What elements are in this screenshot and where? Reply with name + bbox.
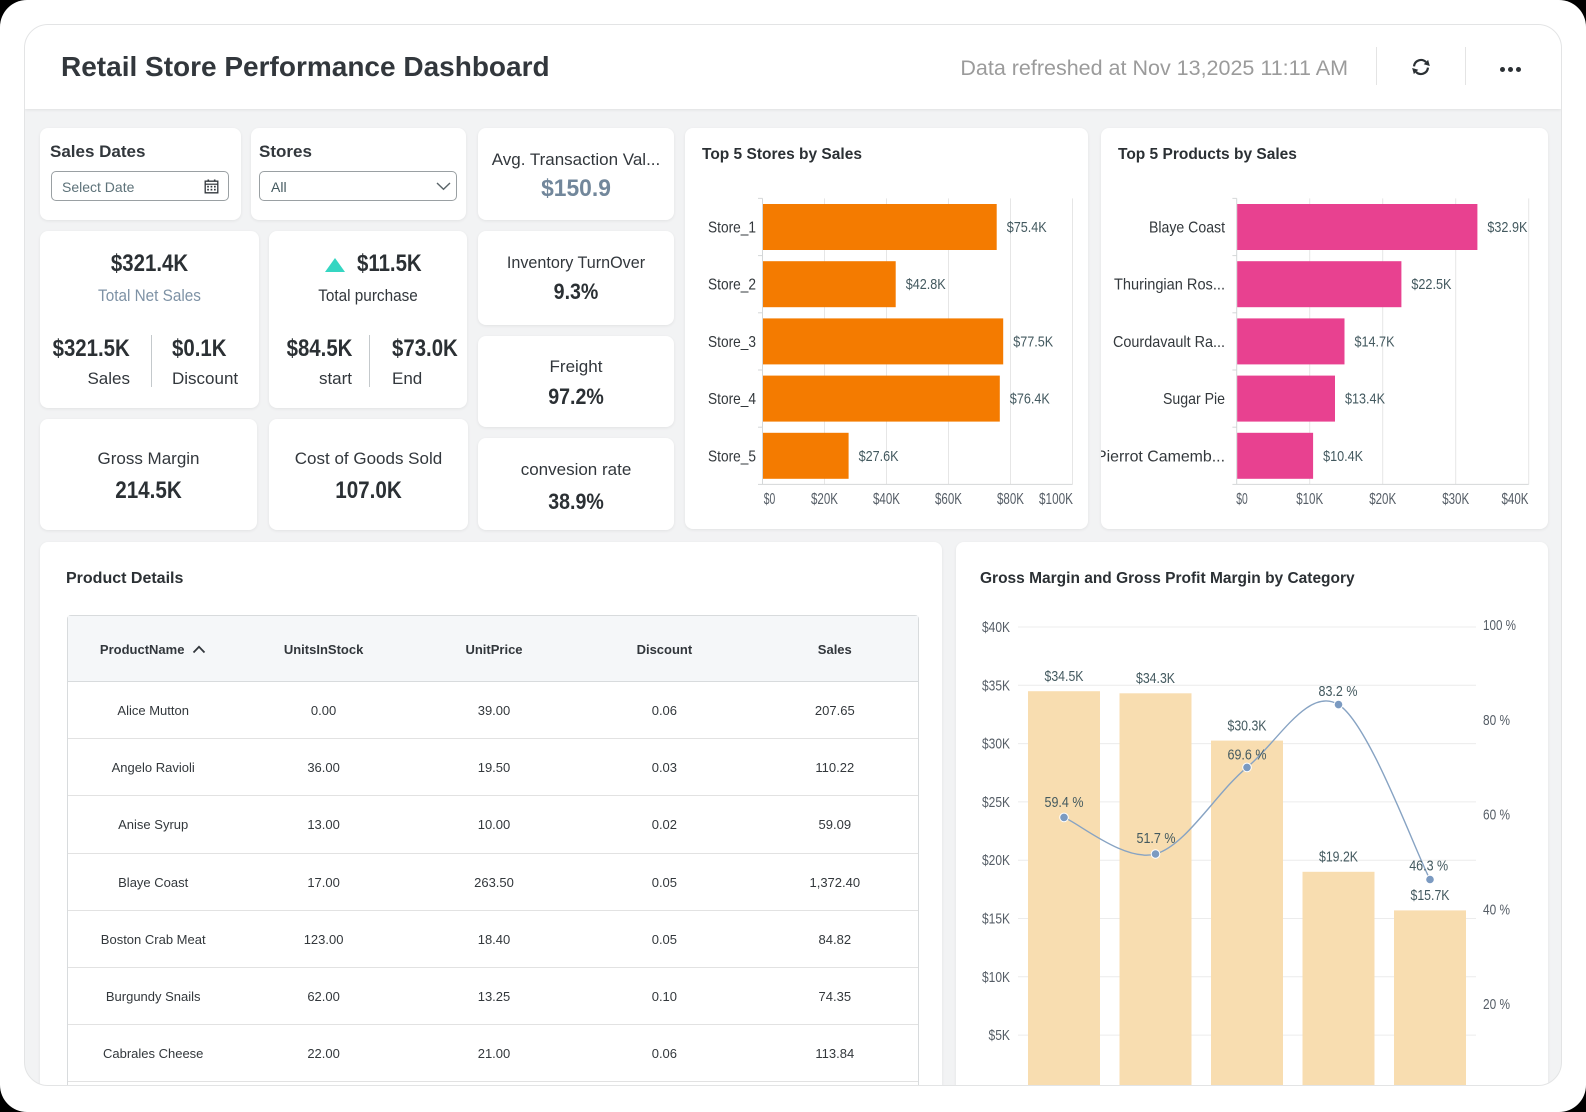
- svg-text:$40K: $40K: [873, 491, 900, 508]
- svg-text:$13.4K: $13.4K: [1345, 391, 1385, 408]
- svg-text:$19.2K: $19.2K: [1319, 850, 1358, 866]
- svg-text:60 %: 60 %: [1483, 807, 1510, 824]
- svg-text:$40K: $40K: [1502, 491, 1529, 508]
- svg-text:$5K: $5K: [989, 1027, 1011, 1044]
- svg-text:Store_2: Store_2: [708, 277, 756, 294]
- svg-text:$27.6K: $27.6K: [859, 448, 899, 465]
- svg-text:69.6 %: 69.6 %: [1228, 748, 1267, 764]
- svg-text:$20K: $20K: [811, 491, 838, 508]
- svg-text:$100K: $100K: [1039, 491, 1073, 508]
- svg-text:$0: $0: [764, 491, 776, 508]
- svg-text:40 %: 40 %: [1483, 901, 1510, 918]
- svg-text:$10K: $10K: [982, 969, 1010, 986]
- svg-text:$20K: $20K: [982, 852, 1010, 869]
- svg-text:$25K: $25K: [982, 794, 1010, 811]
- svg-text:$32.9K: $32.9K: [1487, 219, 1527, 236]
- svg-text:46.3 %: 46.3 %: [1409, 859, 1448, 875]
- svg-text:$35K: $35K: [982, 677, 1010, 694]
- svg-text:$10K: $10K: [1296, 491, 1323, 508]
- svg-text:$14.7K: $14.7K: [1355, 333, 1395, 350]
- svg-text:$15.7K: $15.7K: [1411, 888, 1450, 904]
- svg-text:$15K: $15K: [982, 911, 1010, 928]
- svg-text:Blaye Coast: Blaye Coast: [1149, 220, 1225, 237]
- svg-text:83.2 %: 83.2 %: [1319, 684, 1358, 700]
- svg-text:$22.5K: $22.5K: [1411, 276, 1451, 293]
- svg-text:$40K: $40K: [982, 619, 1010, 636]
- svg-text:$0: $0: [1236, 491, 1248, 508]
- svg-text:59.4 %: 59.4 %: [1045, 795, 1084, 811]
- svg-text:51.7 %: 51.7 %: [1137, 831, 1176, 847]
- svg-text:100 %: 100 %: [1483, 617, 1516, 634]
- svg-text:Thuringian Ros...: Thuringian Ros...: [1114, 277, 1225, 294]
- svg-text:80 %: 80 %: [1483, 712, 1510, 729]
- svg-text:$76.4K: $76.4K: [1010, 391, 1050, 408]
- svg-text:20 %: 20 %: [1483, 996, 1510, 1013]
- svg-text:Store_4: Store_4: [708, 391, 756, 408]
- svg-text:$20K: $20K: [1369, 491, 1396, 508]
- svg-text:$30.3K: $30.3K: [1228, 719, 1267, 735]
- svg-text:$34.5K: $34.5K: [1045, 669, 1084, 685]
- svg-text:$30K: $30K: [1442, 491, 1469, 508]
- svg-text:$30K: $30K: [982, 736, 1010, 753]
- svg-text:Sugar Pie: Sugar Pie: [1163, 391, 1225, 408]
- svg-text:Courdavault Ra...: Courdavault Ra...: [1113, 334, 1225, 351]
- svg-text:Store_3: Store_3: [708, 334, 756, 351]
- svg-text:$42.8K: $42.8K: [906, 276, 946, 293]
- svg-text:$77.5K: $77.5K: [1013, 333, 1053, 350]
- svg-text:$80K: $80K: [997, 491, 1024, 508]
- svg-text:$34.3K: $34.3K: [1136, 671, 1175, 687]
- svg-text:$60K: $60K: [935, 491, 962, 508]
- svg-text:Store_5: Store_5: [708, 448, 756, 465]
- svg-text:$10.4K: $10.4K: [1323, 448, 1363, 465]
- svg-text:Pierrot Camemb...: Pierrot Camemb...: [1101, 448, 1225, 465]
- svg-text:$75.4K: $75.4K: [1007, 219, 1047, 236]
- svg-text:Store_1: Store_1: [708, 220, 756, 237]
